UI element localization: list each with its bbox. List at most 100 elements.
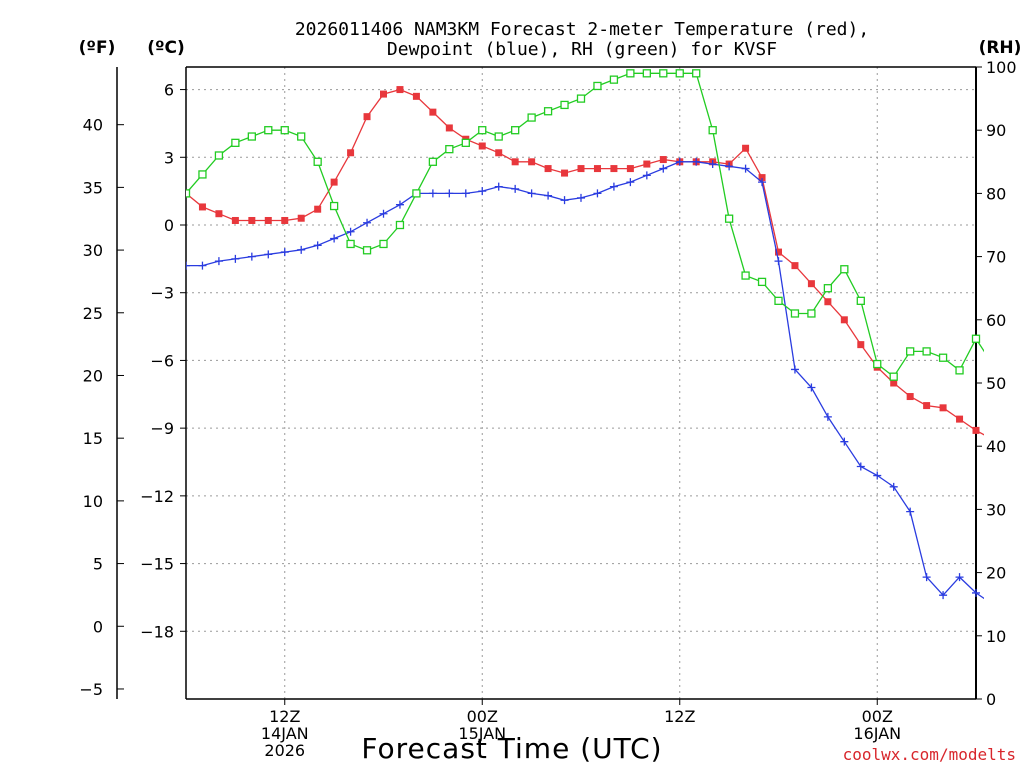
- relative-humidity-point: [346, 239, 355, 249]
- fahrenheit-tick-label: 40: [83, 116, 103, 135]
- rh-tick-label: 50: [986, 374, 1006, 393]
- dewpoint-point: [873, 471, 882, 480]
- celsius-tick-label: 3: [164, 148, 174, 167]
- temperature-point: [1005, 452, 1012, 459]
- temperature-point: [742, 144, 750, 152]
- dewpoint-point: [494, 182, 503, 191]
- temperature-point: [890, 379, 898, 387]
- relative-humidity-point: [889, 372, 898, 381]
- temperature-point: [314, 205, 322, 213]
- temperature-point: [939, 404, 947, 412]
- celsius-tick-label: −3: [150, 284, 174, 303]
- temperature-point: [198, 203, 206, 211]
- rh-tick-label: 10: [986, 627, 1006, 646]
- dewpoint-point: [840, 437, 849, 446]
- rh-tick-label: 90: [986, 121, 1006, 140]
- dewpoint-point: [807, 383, 816, 392]
- rh-tick-label: 20: [986, 564, 1006, 583]
- dewpoint-point: [313, 241, 322, 250]
- dewpoint-point: [461, 189, 470, 198]
- temperature-point: [544, 165, 552, 173]
- x-tick-label: 16JAN: [853, 724, 901, 743]
- relative-humidity-point: [543, 107, 553, 116]
- temperature-point: [330, 178, 338, 186]
- relative-humidity-point: [247, 132, 256, 141]
- relative-humidity-point: [511, 126, 520, 135]
- series-clipped-group: [186, 69, 1013, 624]
- dewpoint-point: [1005, 616, 1013, 624]
- dewpoint-point: [280, 248, 289, 257]
- relative-humidity-point: [198, 170, 207, 179]
- x-tick-label: 00Z: [467, 707, 498, 726]
- fahrenheit-tick-label: 35: [83, 178, 103, 197]
- chart-title-line2: Dewpoint (blue), RH (green) for KVSF: [387, 39, 777, 60]
- relative-humidity-point: [280, 126, 289, 135]
- relative-humidity-line: [186, 72, 984, 378]
- x-tick-label: 15JAN: [458, 724, 506, 743]
- relative-humidity-point: [741, 271, 750, 280]
- relative-humidity-point: [642, 69, 651, 78]
- dewpoint-point: [511, 184, 520, 193]
- relative-humidity-point: [659, 69, 668, 78]
- celsius-tick-label: −15: [140, 555, 174, 574]
- relative-humidity-point: [329, 201, 339, 211]
- rh-tick-label: 80: [986, 184, 1006, 203]
- celsius-tick-label: −12: [140, 487, 174, 506]
- relative-humidity-point: [708, 126, 717, 135]
- temperature-point: [824, 298, 832, 306]
- grid-layer: [186, 67, 976, 699]
- dewpoint-point: [577, 193, 585, 202]
- relative-humidity-point: [297, 132, 306, 141]
- fahrenheit-tick-label: 10: [83, 492, 103, 511]
- x-tick-label: 00Z: [862, 707, 893, 726]
- dewpoint-point: [527, 189, 536, 198]
- rh-tick-label: 40: [986, 437, 1006, 456]
- temperature-point: [445, 124, 453, 132]
- relative-humidity-point: [186, 189, 191, 198]
- x-tick-label: 12Z: [664, 707, 695, 726]
- relative-humidity-point: [724, 214, 734, 223]
- relative-humidity-point: [955, 366, 964, 375]
- relative-humidity-point: [527, 113, 536, 122]
- celsius-tick-label: −18: [140, 622, 174, 641]
- temperature-point: [264, 216, 272, 224]
- rh-axis-unit: (RH): [979, 38, 1022, 58]
- temperature-point: [297, 214, 305, 222]
- fahrenheit-tick-label: 15: [83, 429, 103, 448]
- relative-humidity-point: [692, 69, 701, 78]
- temperature-point: [561, 169, 569, 177]
- dewpoint-point: [642, 171, 651, 180]
- relative-humidity-point: [395, 220, 405, 230]
- temperature-point: [396, 86, 404, 94]
- dewpoint-point: [445, 189, 454, 198]
- relative-humidity-point: [576, 94, 586, 103]
- dewpoint-point: [774, 257, 783, 266]
- relative-humidity-point: [560, 100, 569, 110]
- fahrenheit-tick-label: 5: [93, 555, 103, 574]
- relative-humidity-point: [757, 277, 767, 287]
- relative-humidity-point: [840, 265, 849, 274]
- relative-humidity-point: [593, 81, 602, 91]
- temperature-point: [659, 156, 667, 164]
- temperature-point: [495, 149, 503, 157]
- relative-humidity-point: [231, 138, 240, 147]
- relative-humidity-point: [873, 359, 882, 369]
- rh-tick-label: 100: [986, 58, 1017, 77]
- temperature-point: [906, 393, 914, 401]
- temperature-line: [186, 88, 984, 436]
- temperature-point: [593, 165, 601, 173]
- relative-humidity-point: [428, 157, 438, 166]
- dewpoint-point: [708, 160, 717, 169]
- temperature-point: [528, 158, 536, 166]
- temperature-point: [429, 108, 437, 116]
- temperature-point: [215, 210, 223, 218]
- relative-humidity-point: [922, 347, 931, 356]
- relative-humidity-point: [971, 334, 981, 343]
- temperature-point: [248, 216, 256, 224]
- relative-humidity-point: [445, 145, 454, 154]
- dewpoint-point: [741, 164, 750, 173]
- dewpoint-point: [988, 600, 996, 608]
- temperature-point: [923, 402, 931, 410]
- dewpoint-point: [330, 234, 339, 243]
